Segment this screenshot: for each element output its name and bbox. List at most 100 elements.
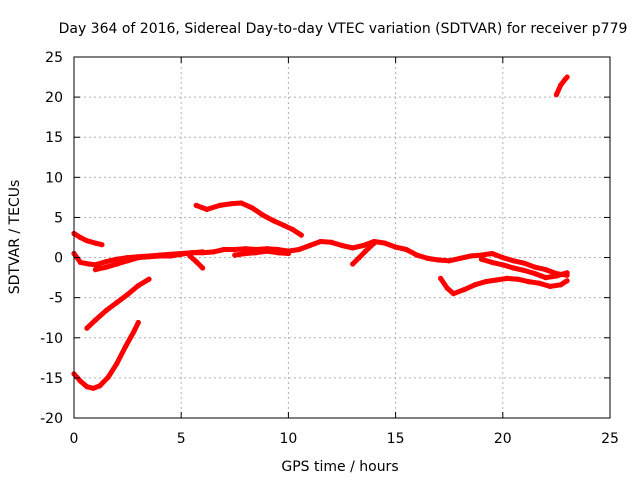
data-point xyxy=(242,246,249,252)
data-point xyxy=(77,259,83,265)
data-point xyxy=(504,275,510,281)
x-tick-label: 20 xyxy=(494,431,512,447)
data-point xyxy=(114,256,120,262)
data-point xyxy=(468,253,474,259)
data-point xyxy=(114,360,120,366)
data-point xyxy=(92,317,98,323)
data-point xyxy=(356,255,362,261)
data-point xyxy=(444,285,450,291)
axis-ticks xyxy=(73,56,611,419)
series-arc-4 xyxy=(71,320,141,391)
data-point xyxy=(446,258,452,264)
x-tick-label: 15 xyxy=(387,431,405,447)
data-point xyxy=(178,251,184,257)
data-point xyxy=(187,253,193,259)
data-point xyxy=(371,240,377,246)
data-point xyxy=(435,257,442,263)
data-point xyxy=(543,275,549,281)
data-point xyxy=(193,202,199,208)
data-point xyxy=(103,264,109,270)
data-point xyxy=(450,291,457,297)
data-point xyxy=(290,226,296,233)
data-point xyxy=(92,262,98,268)
data-point xyxy=(90,385,96,391)
data-point xyxy=(536,280,542,286)
data-point xyxy=(350,245,356,251)
data-point xyxy=(564,278,570,284)
series-layer xyxy=(71,74,570,391)
data-point xyxy=(564,74,570,80)
data-point xyxy=(478,256,484,262)
y-tick-label: 10 xyxy=(45,170,63,186)
data-point xyxy=(564,270,570,276)
data-point xyxy=(103,307,109,314)
data-point xyxy=(525,279,532,285)
data-point xyxy=(86,261,92,267)
data-point xyxy=(157,253,163,259)
plot-frame xyxy=(73,56,611,419)
data-point xyxy=(500,255,506,261)
data-point xyxy=(461,287,467,293)
data-point xyxy=(489,250,495,257)
data-point xyxy=(298,232,304,238)
y-tick-label: 25 xyxy=(45,50,63,66)
data-point xyxy=(521,267,527,273)
data-point xyxy=(146,276,152,282)
data-point xyxy=(521,260,527,266)
data-point xyxy=(210,249,216,255)
data-point xyxy=(167,253,174,259)
data-point xyxy=(438,275,444,281)
data-point xyxy=(114,261,120,267)
data-point xyxy=(135,283,141,289)
data-point xyxy=(318,238,324,245)
data-point xyxy=(472,282,478,288)
data-point xyxy=(77,378,83,384)
data-point xyxy=(403,246,409,253)
data-point xyxy=(125,258,131,264)
y-tick-label: 20 xyxy=(45,90,63,106)
data-point xyxy=(296,246,302,253)
data-point xyxy=(238,200,244,206)
data-point xyxy=(360,242,366,249)
data-point xyxy=(221,246,227,253)
data-point xyxy=(393,244,399,250)
x-axis-title: GPS time / hours xyxy=(281,459,398,475)
x-tick-label: 0 xyxy=(70,431,79,447)
data-point xyxy=(253,250,259,256)
data-point xyxy=(232,246,238,253)
chart-title: Day 364 of 2016, Sidereal Day-to-day VTE… xyxy=(59,21,628,37)
data-point xyxy=(260,212,266,218)
data-point xyxy=(200,250,206,256)
data-point xyxy=(500,262,506,268)
data-point xyxy=(264,248,270,254)
data-point xyxy=(281,222,287,229)
data-point xyxy=(363,248,369,254)
data-point xyxy=(493,277,499,283)
data-point xyxy=(131,328,137,334)
data-point xyxy=(135,319,141,326)
data-point xyxy=(103,259,109,265)
data-point xyxy=(146,254,152,260)
data-point xyxy=(558,282,564,288)
data-point xyxy=(457,255,463,261)
data-point xyxy=(553,92,560,98)
data-point xyxy=(270,218,276,224)
data-point xyxy=(275,250,281,256)
data-point xyxy=(328,239,334,245)
data-point xyxy=(105,374,111,380)
y-tick-label: -5 xyxy=(49,291,63,307)
data-point xyxy=(135,255,141,261)
data-point xyxy=(114,299,120,306)
data-point xyxy=(204,206,210,212)
data-point xyxy=(217,202,223,208)
y-tick-label: -20 xyxy=(40,411,63,427)
series-arc-9 xyxy=(193,200,304,238)
series-arc-7 xyxy=(232,248,291,258)
data-point xyxy=(532,271,538,277)
data-point xyxy=(483,279,489,285)
data-point xyxy=(99,242,105,248)
data-point xyxy=(382,240,388,246)
data-point xyxy=(510,265,517,271)
data-point xyxy=(193,259,199,265)
y-tick-label: 0 xyxy=(54,251,63,267)
